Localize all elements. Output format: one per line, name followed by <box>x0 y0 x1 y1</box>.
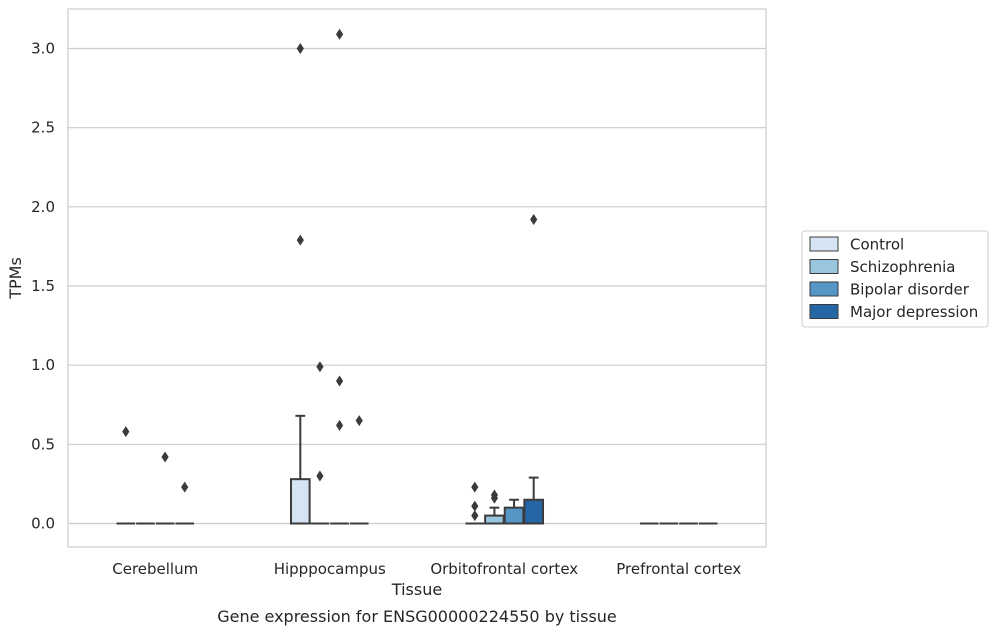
x-tick-label: Prefrontal cortex <box>616 560 741 578</box>
y-tick-label: 0.0 <box>31 515 55 533</box>
y-tick-label: 1.0 <box>31 356 55 374</box>
legend-frame <box>801 230 989 328</box>
outlier-point <box>161 451 169 463</box>
x-tick-labels: Cerebellum Hipppocampus Orbitofrontal cort… <box>112 560 741 578</box>
legend-label: Bipolar disorder <box>850 281 970 299</box>
outlier-point <box>181 481 189 493</box>
plot-area-frame <box>67 8 767 548</box>
box-bipolar-disorder <box>503 498 525 525</box>
outlier-point <box>530 214 538 225</box>
outlier-point <box>335 375 344 387</box>
x-tick-label: Hipppocampus <box>274 560 386 578</box>
x-tick-label: Orbitofrontal cortex <box>430 560 578 578</box>
outlier-point <box>316 470 324 482</box>
y-tick-labels: 0.0 0.5 1.0 1.5 2.0 2.5 3.0 <box>31 40 55 533</box>
outlier-point <box>335 28 344 40</box>
box-body <box>289 478 311 525</box>
grid-lines <box>68 47 766 525</box>
legend-swatch <box>809 236 839 252</box>
outlier-point <box>296 43 304 54</box>
outlier-point <box>296 234 304 246</box>
outlier-point <box>122 426 130 438</box>
legend: Control Schizophrenia Bipolar disorder Majo… <box>801 230 989 328</box>
outlier-point <box>335 419 344 431</box>
outlier-point <box>355 415 363 427</box>
y-axis-label: TPMs <box>6 257 25 300</box>
box-body <box>484 514 505 525</box>
legend-label: Control <box>850 236 904 254</box>
x-axis-label: Tissue <box>391 580 442 599</box>
outlier-point <box>471 500 479 512</box>
box-body <box>503 506 525 525</box>
y-tick-label: 3.0 <box>31 40 55 58</box>
y-tick-label: 2.5 <box>31 119 55 137</box>
boxes <box>116 414 718 525</box>
box-control <box>289 414 311 525</box>
y-tick-label: 1.5 <box>31 277 55 295</box>
box-schizophrenia <box>484 506 505 525</box>
box-body <box>523 498 545 525</box>
outlier-point <box>490 492 499 504</box>
outliers <box>122 28 538 522</box>
outlier-point <box>316 361 324 373</box>
outlier-point <box>471 481 479 493</box>
x-tick-label: Cerebellum <box>112 560 198 578</box>
y-tick-label: 0.5 <box>31 435 55 453</box>
legend-swatch <box>809 281 839 297</box>
legend-label: Schizophrenia <box>850 258 955 276</box>
outlier-point <box>471 510 479 522</box>
box-major-depression <box>523 476 545 525</box>
legend-swatch <box>809 259 839 274</box>
y-tick-label: 2.0 <box>31 198 55 216</box>
legend-label: Major depression <box>850 303 978 321</box>
legend-swatch <box>809 304 839 319</box>
chart-caption: Gene expression for ENSG00000224550 by t… <box>217 607 617 626</box>
